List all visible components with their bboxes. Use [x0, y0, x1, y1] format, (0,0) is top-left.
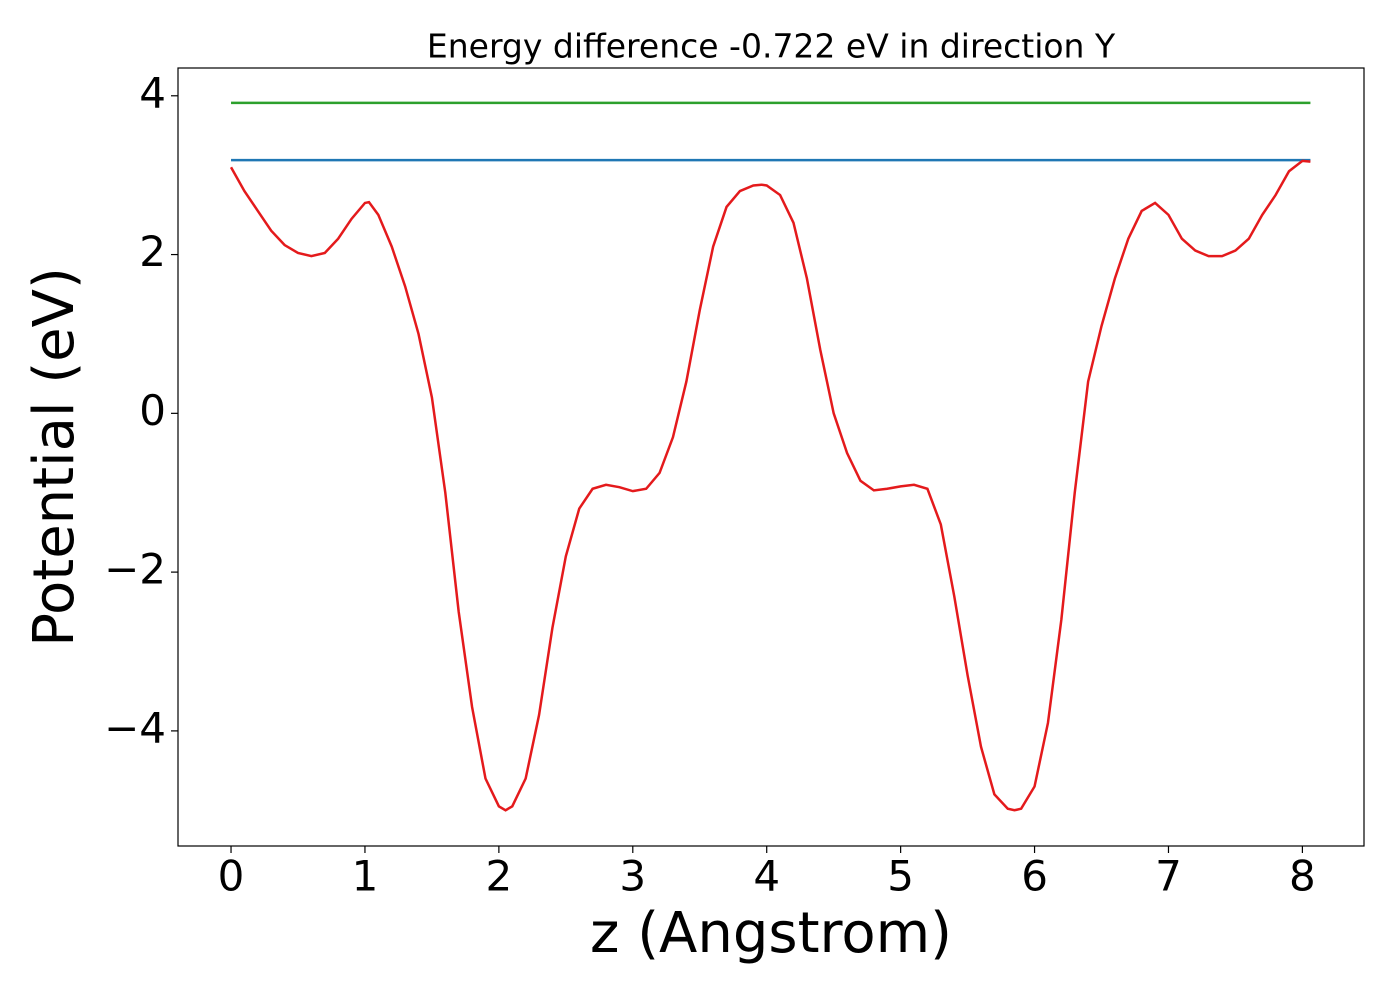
data-line — [229, 159, 1311, 812]
x-tick-label: 3 — [619, 852, 646, 901]
chart-title: Energy difference -0.722 eV in direction… — [427, 27, 1116, 66]
x-tick-label: 0 — [218, 852, 245, 901]
x-tick-label: 2 — [486, 852, 513, 901]
x-tick-label: 8 — [1289, 852, 1316, 901]
y-tick-label: 4 — [139, 68, 166, 117]
x-tick-label: 1 — [352, 852, 379, 901]
x-tick-label: 6 — [1021, 852, 1048, 901]
x-tick-label: 4 — [753, 852, 780, 901]
y-tick-label: −2 — [104, 545, 166, 594]
x-tick-label: 7 — [1155, 852, 1182, 901]
y-tick-label: 0 — [139, 386, 166, 435]
x-axis-label: z (Angstrom) — [590, 901, 952, 966]
x-tick-label: 5 — [887, 852, 914, 901]
y-axis-label: Potential (eV) — [22, 267, 87, 647]
plot-frame — [177, 67, 1365, 847]
y-tick-label: 2 — [139, 227, 166, 276]
y-tick-label: −4 — [104, 703, 166, 752]
